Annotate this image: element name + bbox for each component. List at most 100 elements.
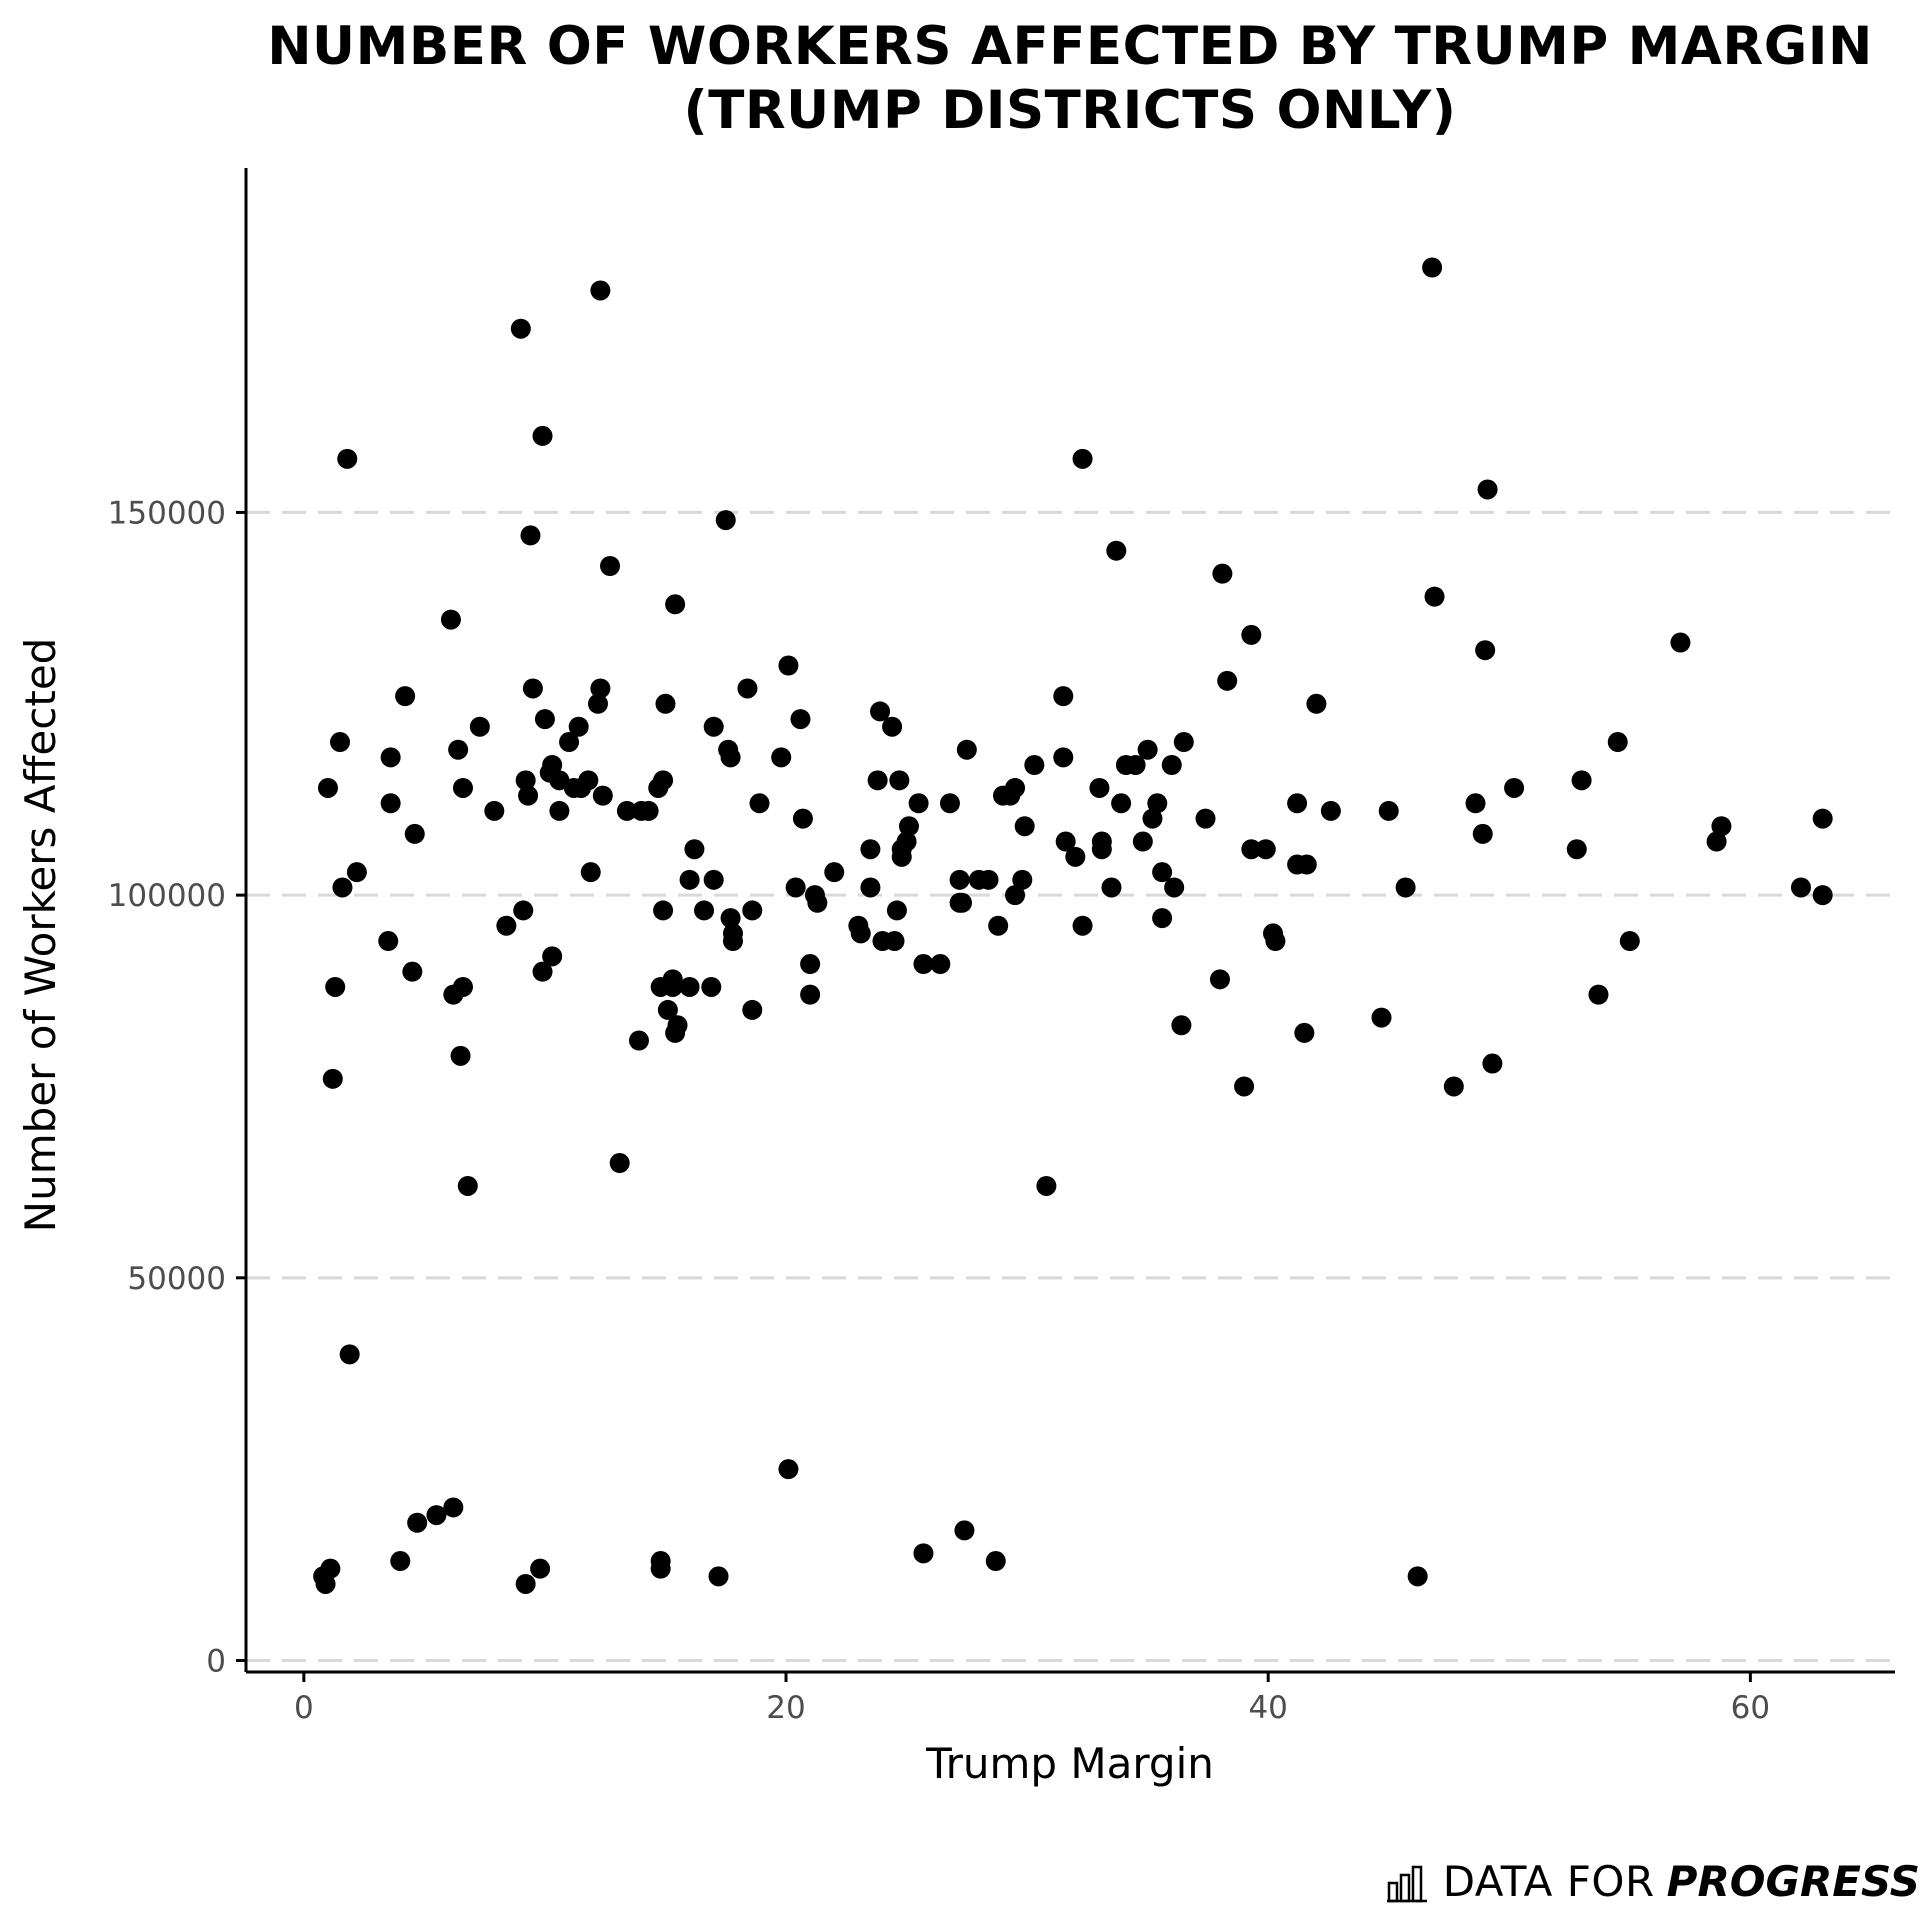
data-point-117 [891, 846, 912, 867]
data-point-7 [332, 877, 353, 898]
data-point-155 [1125, 755, 1146, 776]
data-point-96 [778, 655, 799, 676]
data-point-87 [720, 908, 741, 929]
data-point-13 [380, 747, 401, 768]
data-point-125 [949, 869, 970, 890]
data-point-161 [1152, 908, 1173, 929]
data-point-160 [1152, 862, 1173, 883]
data-point-148 [1089, 777, 1110, 798]
data-point-39 [532, 425, 553, 446]
data-point-141 [1036, 1175, 1057, 1196]
data-point-133 [988, 915, 1009, 936]
chart-title-line-1: NUMBER OF WORKERS AFFECTED BY TRUMP MARG… [267, 16, 1873, 77]
data-point-169 [1217, 670, 1238, 691]
data-point-170 [1234, 1076, 1255, 1097]
data-point-91 [742, 900, 763, 921]
data-point-113 [884, 931, 905, 952]
data-point-3 [322, 1068, 343, 1089]
data-point-69 [655, 693, 676, 714]
data-point-172 [1241, 839, 1262, 860]
data-point-57 [600, 556, 621, 577]
data-point-188 [1443, 1076, 1464, 1097]
data-point-137 [1005, 885, 1026, 906]
data-point-68 [653, 770, 674, 791]
data-point-44 [542, 946, 563, 967]
data-point-81 [703, 716, 724, 737]
bar-chart-logo-icon [1386, 1865, 1427, 1902]
data-point-176 [1287, 793, 1308, 814]
y-tick-label-3: 150000 [108, 495, 226, 531]
data-point-109 [867, 770, 888, 791]
data-point-37 [522, 678, 543, 699]
data-point-203 [1790, 877, 1811, 898]
data-point-136 [1005, 777, 1026, 798]
data-point-84 [715, 510, 736, 531]
data-point-162 [1161, 755, 1182, 776]
data-point-152 [1106, 540, 1127, 561]
data-point-131 [978, 869, 999, 890]
y-tick-label-2: 100000 [108, 878, 226, 914]
data-point-112 [882, 716, 903, 737]
data-point-198 [1607, 732, 1628, 753]
data-point-12 [380, 793, 401, 814]
data-point-10 [346, 862, 367, 883]
data-point-89 [722, 931, 743, 952]
y-tick-label-0: 0 [206, 1644, 226, 1680]
data-point-180 [1306, 693, 1327, 714]
data-point-146 [1072, 448, 1093, 469]
data-point-11 [378, 931, 399, 952]
data-point-184 [1395, 877, 1416, 898]
data-point-121 [913, 1543, 934, 1564]
data-point-165 [1173, 732, 1194, 753]
data-point-178 [1294, 1022, 1315, 1043]
data-point-171 [1241, 624, 1262, 645]
data-point-54 [587, 693, 608, 714]
data-point-70 [657, 999, 678, 1020]
data-point-189 [1465, 793, 1486, 814]
data-point-106 [850, 923, 871, 944]
x-tick-label-0: 0 [294, 1690, 314, 1726]
data-point-16 [402, 961, 423, 982]
data-point-199 [1619, 931, 1640, 952]
x-tick-label-2: 40 [1248, 1690, 1287, 1726]
data-point-158 [1142, 808, 1163, 829]
data-point-72 [662, 969, 683, 990]
data-point-27 [457, 1175, 478, 1196]
data-point-201 [1706, 831, 1727, 852]
data-point-21 [440, 609, 461, 630]
data-point-183 [1378, 800, 1399, 821]
data-point-58 [609, 1153, 630, 1174]
data-point-25 [452, 777, 473, 798]
data-point-132 [985, 1551, 1006, 1572]
y-tick-label-1: 50000 [127, 1261, 226, 1297]
data-point-78 [684, 839, 705, 860]
data-point-9 [339, 1344, 360, 1365]
data-point-157 [1137, 739, 1158, 760]
data-point-205 [1812, 885, 1833, 906]
x-tick-labels: 0 20 40 60 [294, 1690, 1770, 1726]
logo-text-light: DATA FOR [1442, 1857, 1655, 1906]
data-point-43 [542, 755, 563, 776]
data-for-progress-logo: DATA FOR PROGRESS [1386, 1857, 1920, 1906]
data-point-120 [908, 793, 929, 814]
data-point-19 [426, 1505, 447, 1526]
data-point-29 [484, 800, 505, 821]
data-point-1 [315, 1573, 336, 1594]
data-point-173 [1255, 839, 1276, 860]
data-point-159 [1147, 793, 1168, 814]
data-point-33 [515, 770, 536, 791]
data-point-108 [860, 877, 881, 898]
data-point-150 [1091, 831, 1112, 852]
data-point-182 [1371, 1007, 1392, 1028]
data-point-80 [701, 976, 722, 997]
data-point-103 [807, 892, 828, 913]
data-point-202 [1711, 816, 1732, 837]
data-points [313, 257, 1833, 1594]
data-point-20 [443, 1497, 464, 1518]
data-point-41 [532, 961, 553, 982]
data-point-8 [337, 448, 358, 469]
data-point-65 [650, 1558, 671, 1579]
data-point-53 [590, 280, 611, 301]
data-point-142 [1053, 686, 1074, 707]
